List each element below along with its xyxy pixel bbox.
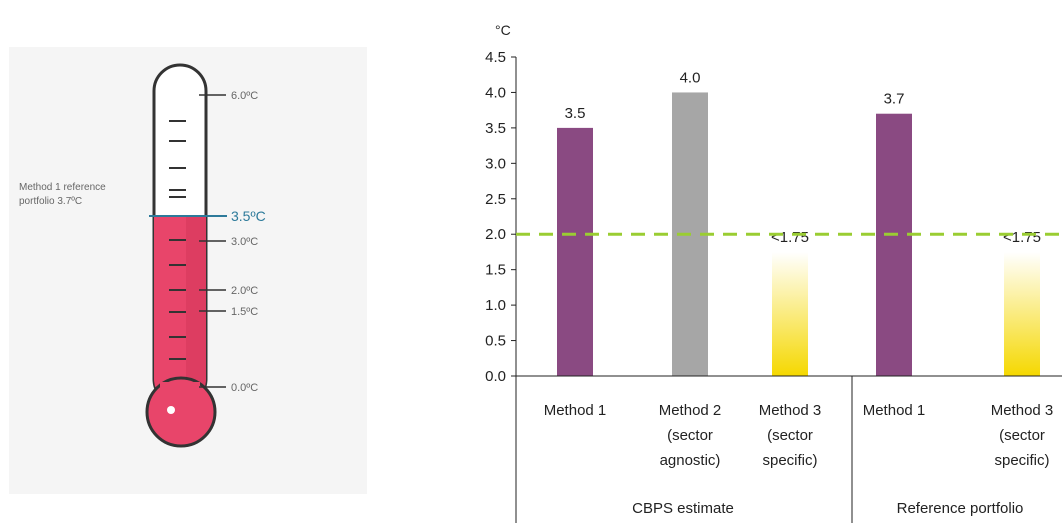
category-label: Method 1: [544, 402, 607, 419]
y-tick-label: 0.0: [485, 368, 506, 385]
thermometer-panel: 6.0ºC 3.5ºC 3.0ºC 2.0ºC 1.5ºC 0.0ºC Meth…: [9, 47, 367, 494]
x-axis: Method 1 Method 2 (sector agnostic) Method 3…: [515, 375, 1062, 523]
scale-label-6: 6.0ºC: [231, 90, 258, 102]
scale-label-1-5: 1.5ºC: [231, 306, 258, 318]
category-label: Method 1: [863, 402, 926, 419]
bulb-highlight: [167, 406, 175, 414]
category-label: specific): [762, 452, 817, 469]
category-label: specific): [994, 452, 1049, 469]
bar: [1004, 251, 1040, 376]
thermometer-leaders: [199, 94, 226, 388]
category-label: Method 3: [759, 402, 822, 419]
bars: 3.5 4.0 <1.75 3.7 <1.75: [557, 69, 1041, 376]
scale-label-3: 3.0ºC: [231, 236, 258, 248]
category-label: (sector: [767, 427, 813, 444]
bar-value-label: 3.5: [565, 105, 586, 122]
y-tick-label: 4.0: [485, 84, 506, 101]
y-tick-label: 1.5: [485, 262, 506, 279]
y-axis: °C 0.0 0.5 1.0 1.5 2.0 2.5 3.0 3.5 4.0 4.5: [485, 22, 517, 385]
y-tick-label: 0.5: [485, 333, 506, 350]
bar-value-label: 4.0: [680, 69, 701, 86]
bar-value-label: <1.75: [1003, 229, 1041, 246]
y-tick-label: 3.0: [485, 155, 506, 172]
scale-label-3-5: 3.5ºC: [231, 208, 266, 224]
thermometer-fill-shade: [186, 216, 206, 405]
bar-value-label: <1.75: [771, 229, 809, 246]
reference-label-line2: portfolio 3.7ºC: [19, 196, 82, 207]
bar-value-label: 3.7: [884, 91, 905, 108]
bar: [557, 127, 593, 376]
category-label: Method 3: [991, 402, 1054, 419]
category-label: Method 2: [659, 402, 722, 419]
y-tick-label: 3.5: [485, 120, 506, 137]
bar: [876, 113, 912, 376]
scale-label-2: 2.0ºC: [231, 285, 258, 297]
reference-label-line1: Method 1 reference: [19, 182, 106, 193]
group-label: Reference portfolio: [897, 500, 1024, 517]
category-label: agnostic): [660, 452, 721, 469]
bar-chart: °C 0.0 0.5 1.0 1.5 2.0 2.5 3.0 3.5 4.0 4.5 3.5 4.0 <…: [485, 22, 1062, 523]
group-label: CBPS estimate: [632, 500, 734, 517]
category-label: (sector: [667, 427, 713, 444]
y-tick-label: 4.5: [485, 49, 506, 66]
category-label: (sector: [999, 427, 1045, 444]
y-unit-label: °C: [495, 22, 511, 38]
y-tick-label: 1.0: [485, 297, 506, 314]
scale-label-0: 0.0ºC: [231, 382, 258, 394]
y-tick-label: 2.5: [485, 191, 506, 208]
thermometer-illustration: 6.0ºC 3.5ºC 3.0ºC 2.0ºC 1.5ºC 0.0ºC Meth…: [19, 63, 266, 448]
y-tick-label: 2.0: [485, 226, 506, 243]
thermometer-ticks: [169, 120, 186, 360]
bar: [772, 251, 808, 376]
